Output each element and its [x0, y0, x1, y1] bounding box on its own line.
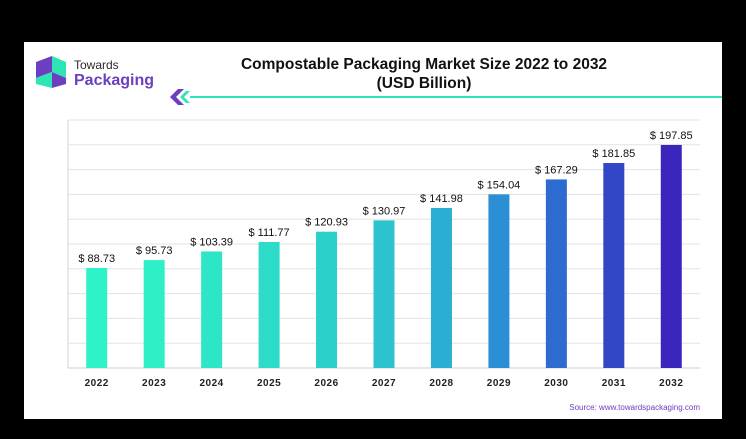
data-label-2026: $ 120.93: [305, 217, 348, 229]
x-tick-2028: 2028: [429, 378, 453, 389]
bar-2025: [258, 242, 280, 368]
bar-2031: [603, 163, 625, 368]
bar-2027: [373, 220, 395, 368]
x-tick-2023: 2023: [142, 378, 166, 389]
source-note: Source: www.towardspackaging.com: [569, 403, 700, 412]
bar-2024: [201, 251, 223, 368]
chart-title: Compostable Packaging Market Size 2022 t…: [204, 55, 644, 93]
x-tick-2026: 2026: [314, 378, 338, 389]
brand-line1: Towards: [74, 58, 119, 72]
x-tick-2022: 2022: [85, 378, 109, 389]
data-label-2029: $ 154.04: [477, 179, 520, 191]
x-tick-2029: 2029: [487, 378, 511, 389]
chevron-left-icon: [170, 89, 184, 105]
bar-2030: [545, 179, 567, 368]
brand-logo: Towards Packaging: [32, 52, 182, 92]
data-label-2024: $ 103.39: [190, 236, 233, 248]
data-label-2032: $ 197.85: [650, 130, 693, 142]
x-tick-2027: 2027: [372, 378, 396, 389]
chart-title-line1: Compostable Packaging Market Size 2022 t…: [240, 56, 608, 73]
data-label-2031: $ 181.85: [592, 148, 635, 160]
x-tick-2025: 2025: [257, 378, 281, 389]
bar-2032: [660, 144, 682, 368]
chart-bars: [86, 144, 682, 368]
data-label-2022: $ 88.73: [78, 253, 115, 265]
title-divider: [164, 87, 722, 107]
x-tick-2032: 2032: [659, 378, 683, 389]
chart-title-line2: (USD Billion): [376, 75, 472, 92]
data-label-2030: $ 167.29: [535, 164, 578, 176]
chart-x-ticks: 2022 2023 2024 2025 2026 2027 2028 2029 2030 2031…: [85, 378, 683, 389]
bar-2029: [488, 194, 510, 368]
chart-card: Towards Packaging Compostable Packaging …: [24, 42, 722, 419]
bar-2028: [430, 207, 452, 368]
bar-chart: $ 88.73 $ 95.73 $ 103.39 $ 111.77 $ 120.93 $ …: [67, 119, 700, 389]
bar-2022: [86, 267, 108, 368]
bar-2023: [143, 260, 165, 368]
brand-line2: Packaging: [74, 72, 155, 89]
data-label-2025: $ 111.77: [248, 227, 289, 239]
data-label-2023: $ 95.73: [136, 245, 173, 257]
x-tick-2031: 2031: [602, 378, 626, 389]
x-tick-2030: 2030: [544, 378, 568, 389]
chart-data-labels: $ 88.73 $ 95.73 $ 103.39 $ 111.77 $ 120.93 $ …: [78, 130, 692, 265]
bar-2026: [316, 231, 338, 368]
data-label-2028: $ 141.98: [420, 193, 463, 205]
data-label-2027: $ 130.97: [363, 205, 406, 217]
x-tick-2024: 2024: [200, 378, 224, 389]
logo-icon: [36, 56, 66, 88]
